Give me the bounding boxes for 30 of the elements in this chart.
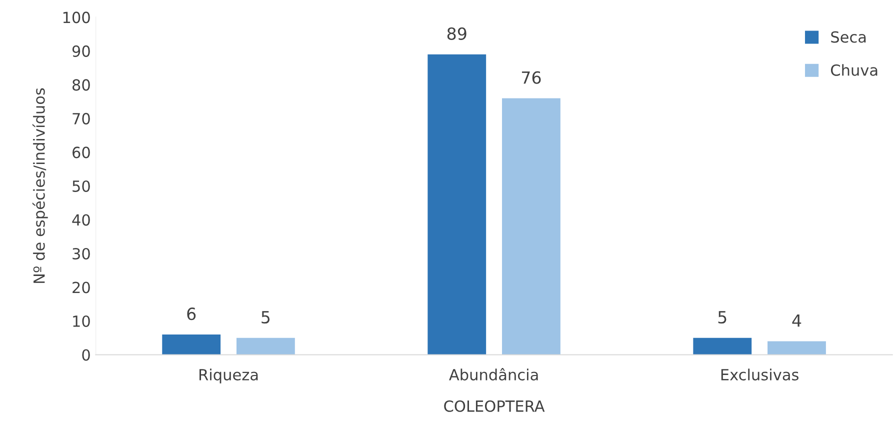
x-axis-title: COLEOPTERA bbox=[444, 400, 545, 412]
data-label: 89 bbox=[447, 27, 466, 40]
x-tick-label: Abundância bbox=[449, 368, 538, 380]
legend-label: Seca bbox=[831, 31, 866, 43]
bar bbox=[236, 338, 295, 355]
y-tick-label: 60 bbox=[72, 146, 90, 158]
x-tick-label: Riqueza bbox=[200, 368, 258, 384]
bar bbox=[768, 341, 826, 355]
data-label: 6 bbox=[187, 308, 196, 320]
y-tick-label: 70 bbox=[72, 112, 90, 124]
x-tick-label: Exclusivas bbox=[721, 368, 798, 380]
y-tick-label: 50 bbox=[72, 180, 90, 192]
y-tick-label: 40 bbox=[72, 214, 90, 226]
data-label: 4 bbox=[792, 314, 802, 327]
bar bbox=[502, 98, 560, 355]
data-label: 5 bbox=[718, 311, 726, 324]
y-tick-label: 0 bbox=[82, 349, 90, 361]
data-label: 76 bbox=[522, 71, 541, 84]
y-tick-label: 20 bbox=[72, 282, 90, 294]
bar bbox=[693, 338, 752, 355]
legend-label: Chuva bbox=[830, 64, 878, 76]
data-label: 5 bbox=[262, 311, 270, 324]
y-tick-label: 90 bbox=[72, 45, 90, 57]
y-tick-label: 30 bbox=[72, 248, 90, 260]
bar bbox=[162, 334, 221, 355]
bar bbox=[428, 54, 486, 355]
y-axis-title: Nº de espécies/indivíduos bbox=[32, 88, 48, 283]
y-tick-label: 80 bbox=[72, 79, 90, 91]
y-tick-label: 10 bbox=[73, 315, 90, 328]
y-tick-label: 100 bbox=[63, 12, 90, 24]
